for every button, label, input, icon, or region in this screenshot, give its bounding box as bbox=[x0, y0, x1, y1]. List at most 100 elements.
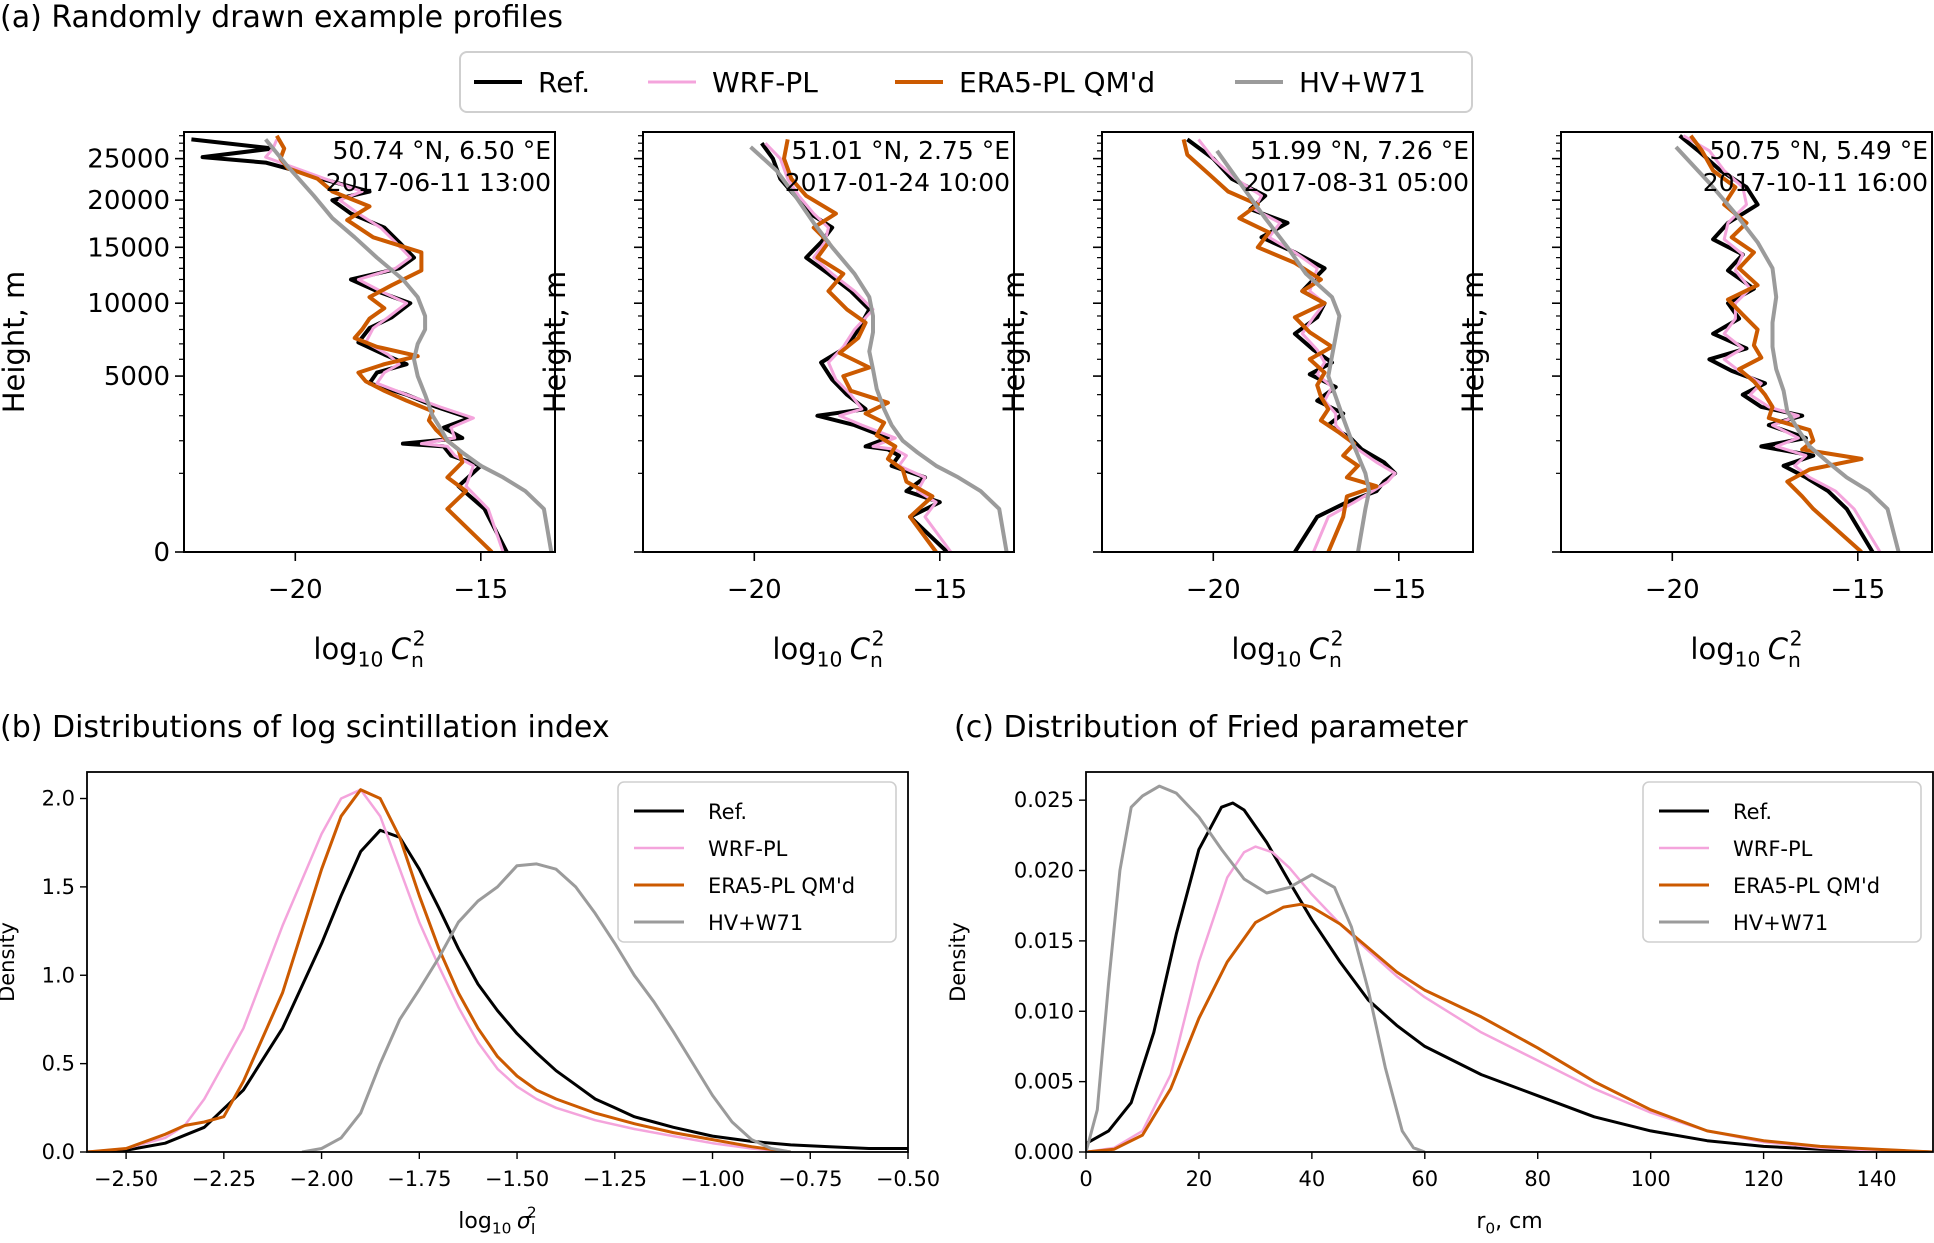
series-line-ref bbox=[191, 137, 509, 552]
x-tick-label: −0.50 bbox=[876, 1167, 940, 1191]
x-tick-label: −2.25 bbox=[192, 1167, 256, 1191]
x-tick-label: −0.75 bbox=[778, 1167, 842, 1191]
y-axis-label: Height, m bbox=[0, 271, 31, 414]
series-line-hv-w71 bbox=[1215, 149, 1372, 552]
y-tick-label: 5000 bbox=[104, 362, 170, 392]
plot-frame bbox=[642, 131, 1015, 553]
y-tick-label: 0.5 bbox=[42, 1052, 75, 1076]
series-line-hv-w71 bbox=[1674, 145, 1901, 552]
datetime-annotation: 2017-06-11 13:00 bbox=[326, 168, 551, 197]
x-tick-label: −15 bbox=[1371, 575, 1426, 605]
x-axis-label: log10 Cn2 bbox=[1690, 626, 1802, 672]
series-line-hv-w71 bbox=[301, 862, 791, 1152]
legend-label-hv-w71: HV+W71 bbox=[708, 911, 803, 935]
x-axis-label: log10 Cn2 bbox=[1231, 626, 1343, 672]
x-tick-label: −20 bbox=[1186, 575, 1241, 605]
legend-label-wrf-pl: WRF-PL bbox=[712, 66, 818, 99]
y-axis-label: Height, m bbox=[1456, 271, 1490, 414]
legend-label-era5-pl-qm-d: ERA5-PL QM'd bbox=[708, 874, 855, 898]
y-tick-label: 0 bbox=[153, 538, 170, 568]
x-tick-label: −15 bbox=[1830, 575, 1885, 605]
x-tick-label: 0 bbox=[1079, 1167, 1092, 1191]
legend-label-ref: Ref. bbox=[538, 66, 590, 99]
legend-frame bbox=[617, 781, 897, 943]
legend-label-hv-w71: HV+W71 bbox=[1733, 911, 1828, 935]
x-tick-label: 120 bbox=[1744, 1167, 1784, 1191]
x-tick-label: −1.25 bbox=[583, 1167, 647, 1191]
y-tick-label: 0.020 bbox=[1014, 859, 1074, 883]
series-line-wrf-pl bbox=[1197, 138, 1397, 552]
legend-panel-a: Ref. WRF-PL ERA5-PL QM'd HV+W71 bbox=[459, 51, 1473, 113]
x-axis-label: r0, cm bbox=[1476, 1209, 1542, 1238]
y-axis-label: Height, m bbox=[538, 271, 572, 414]
legend-label-wrf-pl: WRF-PL bbox=[1733, 837, 1813, 861]
datetime-annotation: 2017-10-11 16:00 bbox=[1703, 168, 1928, 197]
x-axis-label: log10 σI2 bbox=[458, 1204, 536, 1239]
location-annotation: 51.01 °N, 2.75 °E bbox=[791, 136, 1010, 165]
y-tick-label: 0.025 bbox=[1014, 788, 1074, 812]
fried-parameter-density-chart: 0 20 40 60 80 100 120 140 0.000 0.005 0.010 0.015 0.… bbox=[946, 771, 1934, 1238]
series-line-era5-pl-qm-d bbox=[1689, 134, 1864, 552]
y-tick-label: 0.0 bbox=[42, 1140, 75, 1164]
location-annotation: 50.74 °N, 6.50 °E bbox=[332, 136, 551, 165]
series-line-wrf-pl bbox=[1682, 134, 1882, 552]
series-line-ref bbox=[87, 828, 908, 1152]
legend-frame bbox=[1642, 781, 1922, 943]
x-tick-label: −1.00 bbox=[680, 1167, 744, 1191]
y-tick-label: 20000 bbox=[87, 186, 170, 216]
y-axis-label: Density bbox=[946, 922, 970, 1002]
plot-frame bbox=[183, 131, 556, 553]
y-tick-label: 15000 bbox=[87, 233, 170, 263]
series-line-hv-w71 bbox=[749, 145, 1009, 552]
y-tick-label: 1.5 bbox=[42, 875, 75, 899]
series-line-era5-pl-qm-d bbox=[1181, 138, 1379, 552]
x-axis-label: log10 Cn2 bbox=[772, 626, 884, 672]
scintillation-density-chart: −2.50 −2.25 −2.00 −1.75 −1.50 −1.25 −1.00 −0.75… bbox=[0, 771, 940, 1239]
x-tick-label: −20 bbox=[727, 575, 782, 605]
series-line-era5-pl-qm-d bbox=[1086, 902, 1933, 1152]
plot-frame bbox=[86, 771, 909, 1153]
x-tick-label: −15 bbox=[912, 575, 967, 605]
legend-label-era5-pl-qm-d: ERA5-PL QM'd bbox=[959, 66, 1155, 99]
x-tick-label: −1.75 bbox=[387, 1167, 451, 1191]
y-tick-label: 0.000 bbox=[1014, 1140, 1074, 1164]
datetime-annotation: 2017-08-31 05:00 bbox=[1244, 168, 1469, 197]
series-line-era5-pl-qm-d bbox=[87, 788, 791, 1152]
x-tick-label: 40 bbox=[1298, 1167, 1325, 1191]
legend-label-wrf-pl: WRF-PL bbox=[708, 837, 788, 861]
legend-label-ref: Ref. bbox=[708, 800, 747, 824]
profile-chart-2: −20 −15 log10 Cn2 Height, m 51.01 °N, 2.75 °E… bbox=[538, 131, 1015, 672]
panel-c-title: (c) Distribution of Fried parameter bbox=[954, 710, 1468, 745]
y-tick-label: 0.005 bbox=[1014, 1070, 1074, 1094]
legend-label-hv-w71: HV+W71 bbox=[1299, 66, 1426, 99]
x-tick-label: −2.50 bbox=[94, 1167, 158, 1191]
plot-frame bbox=[1101, 131, 1474, 553]
series-line-hv-w71 bbox=[264, 138, 554, 552]
x-tick-label: 80 bbox=[1524, 1167, 1551, 1191]
location-annotation: 50.75 °N, 5.49 °E bbox=[1709, 136, 1928, 165]
legend-label-ref: Ref. bbox=[1733, 800, 1772, 824]
series-line-ref bbox=[1678, 134, 1875, 552]
y-tick-label: 2.0 bbox=[42, 787, 75, 811]
y-axis-label: Height, m bbox=[997, 271, 1031, 414]
datetime-annotation: 2017-01-24 10:00 bbox=[785, 168, 1010, 197]
y-tick-label: 1.0 bbox=[42, 963, 75, 987]
panel-a-title: (a) Randomly drawn example profiles bbox=[0, 0, 563, 35]
profile-chart-3: −20 −15 log10 Cn2 Height, m 51.99 °N, 7.26 °E… bbox=[997, 131, 1474, 672]
series-line-hv-w71 bbox=[1086, 784, 1426, 1152]
x-tick-label: 100 bbox=[1631, 1167, 1671, 1191]
y-tick-label: 0.015 bbox=[1014, 929, 1074, 953]
x-tick-label: 20 bbox=[1186, 1167, 1213, 1191]
x-tick-label: 140 bbox=[1856, 1167, 1896, 1191]
legend-label-era5-pl-qm-d: ERA5-PL QM'd bbox=[1733, 874, 1880, 898]
y-tick-label: 25000 bbox=[87, 145, 170, 175]
x-tick-label: 60 bbox=[1411, 1167, 1438, 1191]
series-line-era5-pl-qm-d bbox=[782, 139, 938, 552]
series-line-wrf-pl bbox=[264, 138, 505, 552]
profile-chart-1: 0 5000 10000 15000 20000 25000 −20 −15 log10 Cn2 H… bbox=[0, 131, 556, 672]
profile-chart-4: −20 −15 log10 Cn2 Height, m 50.75 °N, 5.49 °E… bbox=[1456, 131, 1933, 672]
x-tick-label: −1.50 bbox=[485, 1167, 549, 1191]
legend-frame bbox=[459, 51, 1473, 113]
location-annotation: 51.99 °N, 7.26 °E bbox=[1250, 136, 1469, 165]
series-line-wrf-pl bbox=[87, 788, 791, 1152]
